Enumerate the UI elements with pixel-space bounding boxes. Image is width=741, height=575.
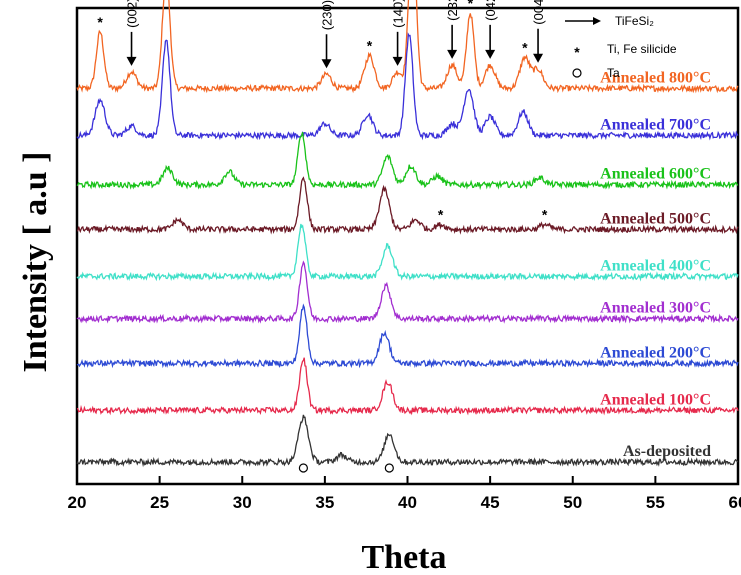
hkl-label-1: (230) [320,0,335,30]
hkl-arrowhead-2 [392,56,403,66]
legend: TiFeSi₂ * Ti, Fe silicide Ta [565,14,677,80]
series-line-8 [76,414,739,468]
x-tick-label-2: 30 [233,493,252,512]
series-label-5: Annealed 300°C [600,300,711,317]
legend-circle-symbol [572,68,582,78]
hkl-arrowhead-5 [485,49,496,59]
star-marker-3: * [468,0,474,11]
series-label-0: Annealed 800°C [600,69,711,86]
hkl-label-2: (140) [391,0,406,28]
series-label-4: Annealed 400°C [600,257,711,274]
star-marker-5: * [438,207,444,223]
hkl-arrowhead-4 [447,49,458,59]
legend-arrowhead [593,17,601,25]
series-line-6 [76,303,739,369]
series-label-6: Annealed 200°C [600,344,711,361]
ta-marker-1 [384,463,394,473]
hkl-label-5: (042) [483,0,498,21]
hkl-arrowhead-6 [533,53,544,63]
series-label-8: As-deposited [623,443,711,460]
series-line-3 [76,176,739,235]
series-label-7: Annealed 100°C [600,391,711,408]
series-line-4 [76,223,739,282]
series-line-5 [76,260,739,324]
x-tick-label-8: 60 [729,493,741,512]
series-label-2: Annealed 600°C [600,166,711,183]
x-tick-label-7: 55 [646,493,665,512]
x-tick-label-6: 50 [563,493,582,512]
x-tick-label-0: 20 [68,493,87,512]
x-tick-label-1: 25 [150,493,169,512]
star-marker-4: * [522,39,528,55]
hkl-label-6: (004) [531,0,546,25]
ta-marker-0 [298,463,308,473]
annotations: (002)(230)(140)(312)(232)(042)(004)*****… [97,0,548,473]
legend-label-0: TiFeSi₂ [615,14,654,28]
hkl-arrowhead-0 [126,56,137,66]
x-tick-label-3: 35 [315,493,334,512]
series-line-2 [76,131,739,191]
hkl-label-4: (232) [445,0,460,21]
series-label-3: Annealed 500°C [600,210,711,227]
hkl-label-0: (002) [125,0,140,28]
y-axis-title: Intensity [ a.u ] [17,151,54,372]
hkl-arrowhead-1 [321,59,332,69]
series-label-1: Annealed 700°C [600,116,711,133]
star-marker-0: * [97,14,103,30]
x-ticks: 20 25 30 35 40 45 50 55 60 [68,476,741,512]
star-marker-6: * [542,207,548,223]
legend-star-symbol: * [574,44,580,60]
x-axis-title: Theta [362,539,447,575]
series-line-1 [76,32,739,141]
legend-label-1: Ti, Fe silicide [607,42,677,56]
x-tick-label-4: 40 [398,493,417,512]
curves: Annealed 800°C Annealed 700°C Annealed 600… [76,0,739,468]
series-line-0 [76,0,739,94]
legend-label-2: Ta [607,66,620,80]
series-line-7 [76,357,739,416]
x-tick-label-5: 45 [481,493,500,512]
star-marker-2: * [367,37,373,53]
